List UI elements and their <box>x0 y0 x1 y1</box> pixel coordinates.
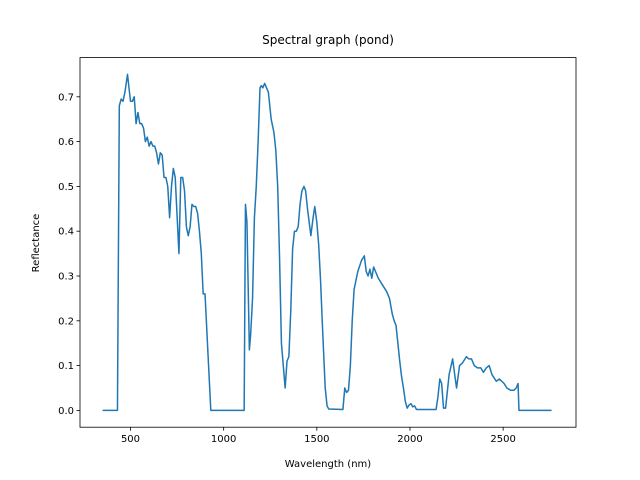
spectrum-line <box>102 73 552 412</box>
y-tick-label: 0.1 <box>58 361 74 372</box>
x-tick-label: 2000 <box>397 434 422 445</box>
plot-frame <box>79 57 577 428</box>
x-axis-label: Wavelength (nm) <box>285 459 371 470</box>
y-tick-label: 0.6 <box>58 137 74 148</box>
y-tick-label: 0.2 <box>58 316 74 327</box>
y-tick-label: 0.7 <box>58 92 74 103</box>
y-tick-label: 0.0 <box>58 406 74 417</box>
y-tick-label: 0.3 <box>58 272 74 283</box>
y-tick-label: 0.4 <box>58 227 74 238</box>
x-tick-label: 1000 <box>211 434 236 445</box>
x-tick-label: 2500 <box>490 434 515 445</box>
y-axis-label: Reflectance <box>31 214 42 273</box>
x-tick-label: 1500 <box>304 434 329 445</box>
x-tick-label: 500 <box>121 434 140 445</box>
y-tick-label: 0.5 <box>58 182 74 193</box>
chart-title: Spectral graph (pond) <box>262 33 394 47</box>
